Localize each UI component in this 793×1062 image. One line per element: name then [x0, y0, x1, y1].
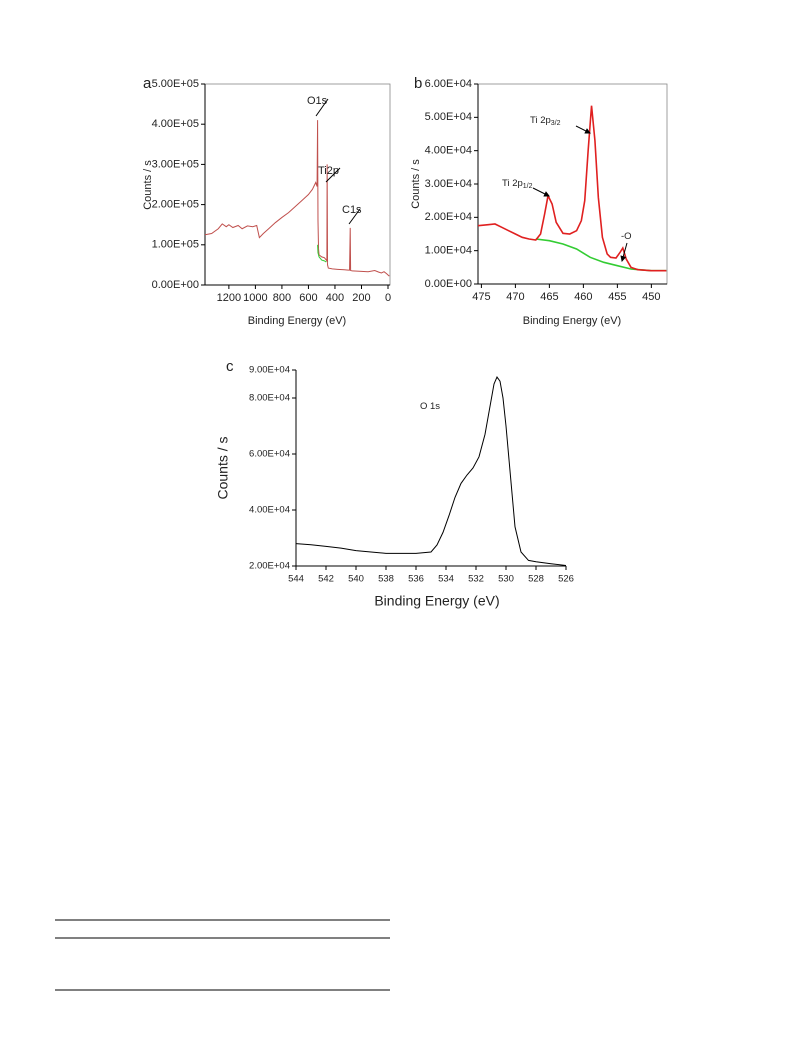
annotation-pointer	[315, 98, 329, 117]
x-tick-label: 400	[326, 292, 344, 304]
x-axis-label: Binding Energy (eV)	[523, 315, 621, 327]
y-tick-label: 5.00E+04	[425, 111, 472, 123]
x-tick-label: 526	[558, 574, 574, 585]
x-tick-label: 528	[528, 574, 544, 585]
annotation: Ti 2p1/2	[502, 178, 533, 190]
y-tick-label: 6.00E+04	[425, 78, 472, 90]
annotation-subscript: 1/2	[523, 183, 533, 190]
y-tick-label: 1.00E+04	[425, 245, 472, 257]
annotation: Ti 2p3/2	[530, 115, 561, 127]
x-tick-label: 534	[438, 574, 454, 585]
y-axis-label: Counts / s	[142, 160, 154, 210]
y-tick-label: 4.00E+04	[425, 145, 472, 157]
spectrum-line	[535, 238, 667, 272]
plot-frame	[204, 83, 391, 286]
y-tick-label: 3.00E+04	[425, 178, 472, 190]
x-tick-label: 1000	[243, 292, 267, 304]
y-tick-label: 3.00E+05	[152, 158, 199, 170]
annotation-text: Ti2p	[318, 165, 339, 177]
x-tick-label: 1200	[217, 292, 241, 304]
x-tick-label: 200	[352, 292, 370, 304]
x-tick-label: 540	[348, 574, 364, 585]
annotation: -O	[621, 231, 632, 242]
spectrum-line	[204, 120, 390, 277]
x-tick-label: 536	[408, 574, 424, 585]
x-tick-label: 450	[642, 291, 660, 303]
annotation-pointer	[325, 167, 341, 183]
y-tick-label: 2.00E+05	[152, 199, 199, 211]
x-tick-label: 460	[574, 291, 592, 303]
y-tick-label: 9.00E+04	[249, 365, 290, 376]
x-tick-label: 0	[385, 292, 391, 304]
annotation-text: -O	[621, 231, 632, 242]
annotation-pointer	[348, 208, 361, 225]
y-tick-label: 0.00E+00	[425, 278, 472, 290]
spectrum-line	[295, 375, 567, 566]
y-tick-label: 0.00E+00	[152, 279, 199, 291]
x-tick-label: 455	[608, 291, 626, 303]
x-tick-label: 600	[299, 292, 317, 304]
annotation-text: O1s	[307, 95, 328, 107]
annotation: Ti2p	[318, 165, 339, 177]
annotation-subscript: 3/2	[551, 120, 561, 127]
annotation-text: Ti 2p	[530, 115, 551, 126]
y-tick-label: 2.00E+04	[425, 211, 472, 223]
x-tick-label: 530	[498, 574, 514, 585]
x-tick-label: 800	[273, 292, 291, 304]
y-tick-label: 2.00E+04	[249, 561, 290, 572]
x-tick-label: 538	[378, 574, 394, 585]
y-tick-label: 6.00E+04	[249, 449, 290, 460]
panel-label: a	[143, 75, 152, 92]
annotation-pointer	[575, 125, 591, 134]
y-axis-label: Counts / s	[410, 159, 422, 209]
y-tick-label: 1.00E+05	[152, 239, 199, 251]
y-tick-label: 8.00E+04	[249, 393, 290, 404]
x-tick-label: 470	[506, 291, 524, 303]
annotation-pointer	[620, 242, 628, 262]
x-tick-label: 544	[288, 574, 304, 585]
panel-label: b	[414, 75, 422, 92]
x-axis-label: Binding Energy (eV)	[248, 315, 346, 327]
y-tick-label: 4.00E+04	[249, 505, 290, 516]
y-tick-label: 5.00E+05	[152, 78, 199, 90]
annotation: O 1s	[420, 401, 440, 412]
annotation: O1s	[307, 95, 328, 107]
spectrum-line	[317, 244, 327, 263]
x-tick-label: 542	[318, 574, 334, 585]
annotation-text: O 1s	[420, 401, 440, 412]
x-axis-label: Binding Energy (eV)	[374, 593, 499, 609]
spectrum-line	[477, 105, 667, 272]
x-tick-label: 475	[472, 291, 490, 303]
panel-label: c	[226, 358, 234, 375]
y-axis-label: Counts / s	[215, 436, 231, 499]
annotation-text: Ti 2p	[502, 178, 523, 189]
y-tick-label: 4.00E+05	[152, 118, 199, 130]
annotation-pointer	[532, 187, 550, 197]
x-tick-label: 532	[468, 574, 484, 585]
x-tick-label: 465	[540, 291, 558, 303]
